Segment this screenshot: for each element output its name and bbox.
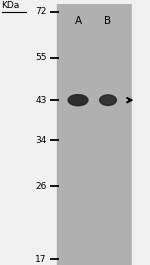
Ellipse shape xyxy=(99,95,116,105)
Text: A: A xyxy=(74,16,82,26)
Text: 72: 72 xyxy=(35,7,46,16)
Ellipse shape xyxy=(100,95,116,105)
Text: B: B xyxy=(104,16,112,26)
Ellipse shape xyxy=(100,95,117,105)
Bar xyxy=(57,4,132,264)
Text: 43: 43 xyxy=(35,96,46,105)
Text: KDa: KDa xyxy=(2,1,20,10)
Text: 17: 17 xyxy=(35,255,46,264)
Ellipse shape xyxy=(68,95,88,106)
Bar xyxy=(0,4,57,264)
Ellipse shape xyxy=(68,95,87,106)
Text: 26: 26 xyxy=(35,182,46,191)
Text: 34: 34 xyxy=(35,136,46,145)
Bar xyxy=(132,4,150,264)
Ellipse shape xyxy=(69,95,88,106)
Text: 55: 55 xyxy=(35,54,46,63)
